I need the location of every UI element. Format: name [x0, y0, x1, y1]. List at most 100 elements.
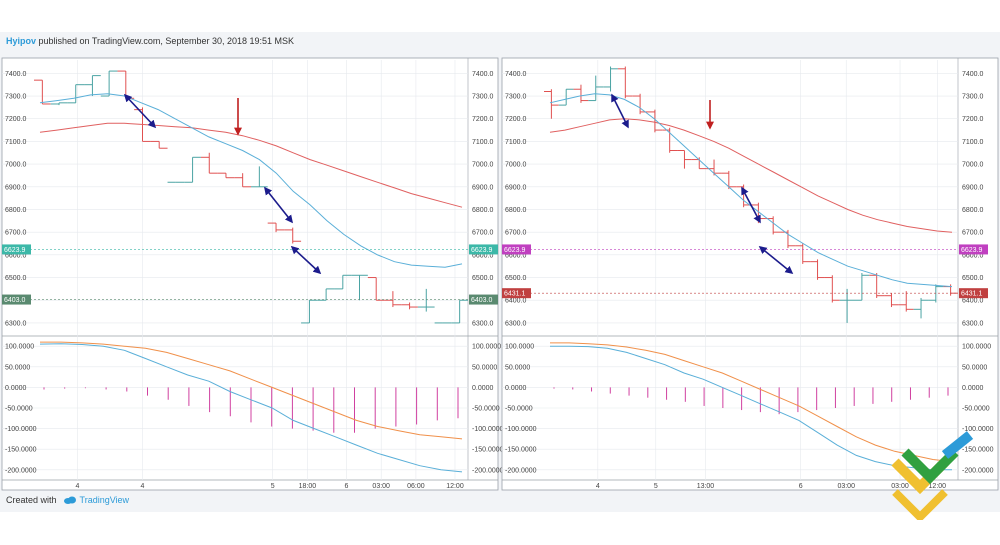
right-price-bar [544, 89, 559, 119]
left-osc-tick-left: 50.0000 [5, 364, 30, 371]
left-price-bar [317, 288, 335, 301]
right-osc-tick-right: -50.0000 [962, 406, 990, 413]
right-price-tick-left: 6600.0 [505, 252, 527, 259]
left-price-bar [184, 156, 201, 183]
right-price-marker-box [502, 244, 531, 255]
tradingview-link[interactable]: TradingView [63, 495, 129, 505]
right-price-tick-left: 7000.0 [505, 162, 527, 169]
left-osc-tick-left: -50.0000 [5, 406, 33, 413]
author-link[interactable]: Hyipov [6, 36, 37, 46]
right-price-marker-label: 6431.1 [961, 291, 983, 298]
right-osc-tick-left: 0.0000 [505, 385, 527, 392]
left-price-tick-right: 6700.0 [472, 230, 494, 237]
left-double-arrow-annotation [123, 93, 157, 129]
left-osc-tick-left: -200.0000 [5, 467, 37, 474]
corner-logo-icon [891, 431, 974, 520]
left-osc-tick-right: -150.0000 [472, 447, 504, 454]
right-osc-tick-left: -50.0000 [505, 406, 533, 413]
right-price-bar [632, 93, 648, 115]
left-price-bar [351, 274, 368, 301]
right-osc-tick-right: 0.0000 [962, 385, 984, 392]
left-price-bar [417, 288, 435, 312]
right-price-tick-left: 7300.0 [505, 94, 527, 101]
right-panel-bg [501, 57, 999, 491]
left-price-bar [84, 75, 101, 97]
right-price-tick-right: 6700.0 [962, 230, 984, 237]
left-price-marker-box [2, 244, 31, 255]
right-osc-tick-left: -100.0000 [505, 426, 537, 433]
right-price-tick-right: 6400.0 [962, 298, 984, 305]
left-price-tick-right: 6300.0 [472, 320, 494, 327]
left-price-tick-left: 7100.0 [5, 139, 27, 146]
right-time-tick: 4 [596, 483, 600, 490]
right-price-tick-right: 7300.0 [962, 94, 984, 101]
right-price-tick-right: 7100.0 [962, 139, 984, 146]
left-price-bar [384, 291, 402, 308]
right-price-bar [884, 293, 899, 308]
left-ma-fast-line [39, 93, 463, 268]
right-price-marker-label: 6623.9 [961, 247, 983, 254]
right-time-tick: 03:00 [837, 483, 855, 490]
left-price-marker-label: 6403.0 [4, 297, 26, 304]
right-osc-signal-line [550, 342, 953, 463]
right-price-tick-left: 7100.0 [505, 139, 527, 146]
left-price-tick-right: 6500.0 [472, 275, 494, 282]
right-price-tick-right: 7400.0 [962, 71, 984, 78]
left-price-bar [301, 299, 318, 324]
left-price-bar [451, 299, 468, 324]
left-osc-tick-right: 50.0000 [472, 364, 497, 371]
right-price-bar [573, 84, 589, 103]
left-osc-signal-line [40, 341, 463, 440]
left-time-tick: 06:00 [407, 483, 425, 490]
left-price-tick-right: 6600.0 [472, 252, 494, 259]
right-price-tick-left: 6700.0 [505, 230, 527, 237]
right-price-bar [647, 109, 663, 133]
left-price-tick-left: 6600.0 [5, 252, 27, 259]
footer: Created with TradingView [6, 495, 129, 505]
right-price-bar [854, 273, 870, 301]
left-price-bar [284, 227, 302, 244]
right-osc-tick-left: -200.0000 [505, 467, 537, 474]
left-osc-tick-left: 0.0000 [5, 385, 27, 392]
left-price-tick-left: 6500.0 [5, 275, 27, 282]
left-price-tick-left: 7000.0 [5, 162, 27, 169]
left-time-tick: 4 [141, 483, 145, 490]
right-price-bar [913, 297, 929, 319]
left-price-marker-label: 6623.9 [471, 247, 493, 254]
right-price-marker-box [959, 244, 988, 255]
right-double-arrow-annotation [741, 186, 761, 224]
right-price-bar [839, 288, 855, 323]
right-price-tick-right: 6900.0 [962, 184, 984, 191]
left-price-bar [234, 173, 251, 188]
right-price-tick-right: 6600.0 [962, 252, 984, 259]
left-price-tick-left: 6700.0 [5, 230, 27, 237]
right-osc-main-line [550, 345, 952, 471]
right-price-bar [721, 170, 737, 190]
right-price-marker-box [502, 288, 531, 299]
right-time-tick: 12:00 [929, 483, 947, 490]
right-price-tick-left: 7200.0 [505, 116, 527, 123]
right-price-tick-left: 7400.0 [505, 71, 527, 78]
left-price-bar [100, 70, 118, 97]
right-price-bar [795, 243, 811, 264]
right-price-bar [603, 66, 618, 92]
right-price-tick-right: 6500.0 [962, 275, 984, 282]
right-price-tick-right: 6800.0 [962, 207, 984, 214]
left-osc-tick-right: -50.0000 [472, 406, 500, 413]
right-osc-tick-right: -100.0000 [962, 426, 994, 433]
left-price-marker-label: 6403.0 [471, 297, 493, 304]
left-osc-tick-left: 100.0000 [5, 344, 34, 351]
left-price-tick-right: 7400.0 [472, 71, 494, 78]
right-time-tick: 13:00 [697, 483, 715, 490]
left-time-tick: 6 [345, 483, 349, 490]
right-osc-tick-left: 50.0000 [505, 364, 530, 371]
left-price-tick-right: 7100.0 [472, 139, 494, 146]
right-price-tick-left: 6400.0 [505, 298, 527, 305]
right-price-tick-left: 6800.0 [505, 207, 527, 214]
left-time-tick: 03:00 [372, 483, 390, 490]
left-price-tick-left: 7300.0 [5, 94, 27, 101]
right-price-bar [824, 275, 840, 303]
right-price-bar [588, 75, 604, 102]
publish-header: Hyipov published on TradingView.com, Sep… [6, 36, 294, 46]
left-price-tick-right: 6900.0 [472, 184, 494, 191]
